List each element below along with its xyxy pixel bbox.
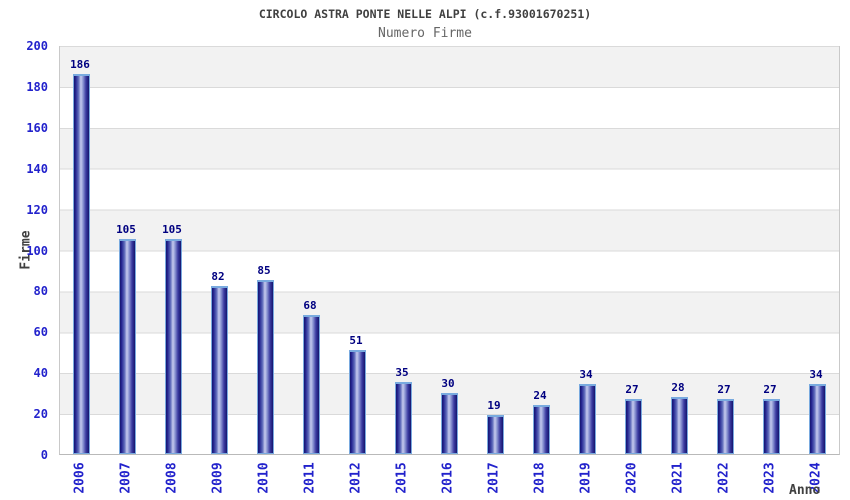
bar-2024 <box>808 384 826 454</box>
x-tick-label: 2023 <box>762 462 778 494</box>
x-tick-label: 2018 <box>532 462 548 494</box>
bar-2015 <box>394 382 412 454</box>
bar-2007 <box>118 239 136 454</box>
bar-value-label: 186 <box>70 57 90 71</box>
y-tick-label: 100 <box>26 243 48 258</box>
x-tick-label: 2011 <box>302 462 318 494</box>
y-tick-label: 80 <box>33 284 48 299</box>
bar-value-label: 28 <box>671 380 685 394</box>
x-axis-title: Anno <box>789 483 821 498</box>
y-tick-label: 120 <box>26 202 48 217</box>
bar-2010 <box>256 280 274 454</box>
y-tick-label: 0 <box>40 448 48 462</box>
y-tick-label: 60 <box>33 325 48 340</box>
bar-value-label: 35 <box>395 366 409 380</box>
y-tick-label: 140 <box>26 161 48 176</box>
x-tick-label: 2010 <box>256 462 272 494</box>
bar-2017 <box>486 415 504 454</box>
chart-title: CIRCOLO ASTRA PONTE NELLE ALPI (c.f.9300… <box>258 7 592 21</box>
y-tick-label: 180 <box>26 79 48 94</box>
x-tick-label: 2016 <box>440 462 456 494</box>
x-tick-label: 2007 <box>118 462 134 494</box>
bar-2018 <box>532 404 550 454</box>
bar-2020 <box>624 398 642 454</box>
bar-value-label: 34 <box>809 368 823 382</box>
x-tick-label: 2021 <box>670 462 686 494</box>
y-tick-label: 20 <box>33 407 48 422</box>
bar-2019 <box>578 384 596 454</box>
x-tick-label: 2006 <box>72 462 88 494</box>
bar-value-label: 51 <box>349 333 363 347</box>
bar-2006 <box>72 73 90 454</box>
bar-2008 <box>164 239 182 454</box>
bar-2022 <box>716 398 734 454</box>
bar-2012 <box>348 349 366 454</box>
x-tick-label: 2022 <box>716 462 732 494</box>
x-tick-label: 2020 <box>624 462 640 494</box>
bar-value-label: 27 <box>717 382 731 396</box>
bar-2023 <box>762 398 780 454</box>
bar-2009 <box>210 286 228 454</box>
y-tick-label: 40 <box>33 366 48 381</box>
bar-value-label: 27 <box>625 382 639 396</box>
y-tick-label: 160 <box>26 120 48 135</box>
bar-value-label: 85 <box>257 264 271 278</box>
bar-value-label: 34 <box>579 368 593 382</box>
x-tick-label: 2012 <box>348 462 364 494</box>
bar-value-label: 105 <box>162 223 182 237</box>
x-tick-label: 2015 <box>394 462 410 494</box>
bar-value-label: 27 <box>763 382 777 396</box>
y-tick-label: 200 <box>26 39 48 53</box>
x-tick-label: 2009 <box>210 462 226 494</box>
bar-value-label: 82 <box>211 270 225 284</box>
bar-2021 <box>670 396 688 454</box>
bar-value-label: 105 <box>116 223 136 237</box>
chart-subtitle: Numero Firme <box>378 26 472 41</box>
x-tick-label: 2008 <box>164 462 180 494</box>
plot-area <box>59 46 840 455</box>
bar-2011 <box>302 314 320 454</box>
bar-value-label: 30 <box>441 376 455 390</box>
bar-value-label: 68 <box>303 298 317 312</box>
x-tick-label: 2019 <box>578 462 594 494</box>
bar-value-label: 19 <box>487 399 501 413</box>
bar-value-label: 24 <box>533 388 547 402</box>
x-tick-label: 2017 <box>486 462 502 494</box>
bar-2016 <box>440 392 458 454</box>
